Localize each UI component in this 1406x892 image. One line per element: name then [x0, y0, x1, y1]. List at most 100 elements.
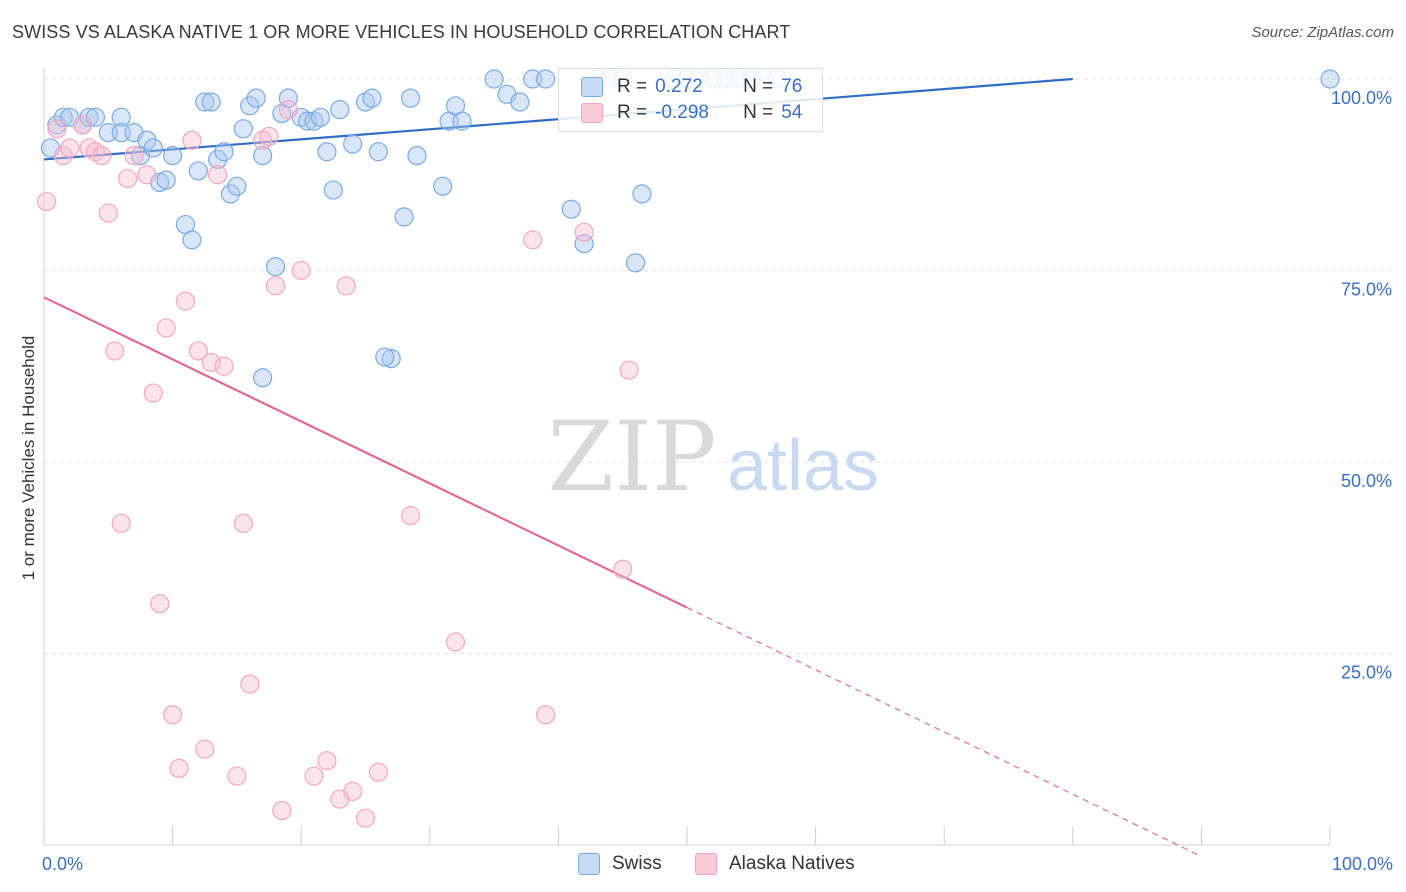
point-swiss — [233, 119, 253, 139]
point-alaska — [195, 739, 215, 759]
point-swiss — [156, 170, 176, 190]
point-swiss — [265, 257, 286, 277]
point-swiss — [330, 100, 350, 120]
point-swiss — [561, 199, 581, 219]
point-swiss — [195, 92, 215, 112]
legend-n-value: 54 — [781, 102, 803, 123]
point-alaska — [523, 230, 543, 250]
point-swiss — [79, 107, 99, 127]
point-swiss — [343, 134, 363, 154]
point-alaska — [317, 751, 337, 771]
point-alaska — [143, 383, 163, 403]
tick-labels: 100.0% 75.0% 50.0% 25.0% 0.0% 100.0% — [42, 88, 1393, 874]
point-alaska — [137, 165, 157, 185]
point-swiss — [220, 184, 241, 204]
legend-r-label: R = — [617, 102, 648, 123]
point-swiss — [53, 107, 73, 127]
point-alaska — [92, 146, 112, 166]
point-alaska — [291, 260, 311, 281]
point-alaska — [336, 276, 356, 296]
legend-row-swiss: R = 0.272 N = 76 — [581, 74, 802, 100]
point-alaska — [47, 119, 67, 139]
point-swiss — [143, 138, 163, 158]
watermark-atlas: atlas — [727, 426, 879, 506]
trend-alaska — [43, 296, 688, 609]
axes — [43, 68, 1331, 846]
watermark: ZIP atlas — [547, 401, 879, 513]
point-alaska — [182, 130, 202, 150]
point-swiss — [625, 253, 646, 273]
series-swatch-swiss — [578, 853, 600, 875]
point-alaska — [208, 165, 228, 185]
point-swiss — [510, 92, 530, 112]
y-axis-title: 1 or more Vehicles in Household — [19, 335, 38, 581]
point-alaska — [278, 100, 298, 120]
point-alaska — [105, 341, 125, 361]
point-alaska — [368, 762, 388, 782]
source-label: Source: ZipAtlas.com — [1251, 24, 1394, 41]
point-swiss — [362, 88, 382, 108]
point-alaska — [400, 506, 421, 526]
point-alaska — [233, 513, 253, 533]
data-points — [36, 69, 1340, 828]
grid-lines — [44, 78, 1392, 654]
series-legend-alaska: Alaska Natives — [695, 852, 855, 876]
point-swiss — [407, 146, 427, 166]
point-alaska — [117, 168, 138, 189]
point-alaska — [188, 341, 208, 361]
point-swiss — [182, 230, 202, 250]
point-swiss — [368, 142, 388, 162]
series-legend-swiss: Swiss — [578, 852, 662, 876]
point-alaska — [265, 276, 286, 296]
y-tick-label: 100.0% — [1331, 88, 1392, 108]
point-alaska — [60, 138, 80, 158]
point-alaska — [619, 360, 639, 380]
point-alaska — [240, 674, 260, 694]
point-alaska — [227, 766, 247, 786]
legend-row-alaska: R = -0.298 N = 54 — [581, 100, 802, 126]
point-alaska — [98, 203, 118, 223]
series-label-swiss: Swiss — [612, 853, 662, 874]
x-tick-label-start: 0.0% — [42, 854, 83, 874]
point-swiss — [375, 347, 395, 367]
legend-n-label: N = — [743, 76, 774, 97]
point-alaska — [150, 594, 170, 614]
chart-title: SWISS VS ALASKA NATIVE 1 OR MORE VEHICLE… — [12, 22, 791, 42]
y-tick-label: 50.0% — [1341, 471, 1392, 491]
point-swiss — [253, 368, 273, 388]
legend-r-label: R = — [617, 76, 648, 97]
point-swiss — [246, 88, 266, 108]
legend-n-value: 76 — [781, 76, 803, 97]
point-swiss — [214, 142, 234, 162]
point-swiss — [208, 149, 228, 170]
point-swiss — [433, 176, 453, 196]
point-alaska — [445, 632, 466, 652]
point-alaska — [72, 115, 93, 135]
point-alaska — [214, 356, 234, 376]
point-swiss — [323, 180, 343, 200]
point-swiss — [253, 146, 273, 166]
correlation-legend: R = 0.272 N = 76 R = -0.298 N = 54 — [558, 68, 823, 132]
legend-r-value: 0.272 — [655, 76, 703, 97]
point-alaska — [163, 705, 183, 725]
series-label-alaska: Alaska Natives — [729, 853, 855, 874]
x-tick-label-end: 100.0% — [1332, 854, 1393, 874]
legend-swatch-swiss — [581, 77, 603, 97]
point-swiss — [310, 107, 331, 127]
point-swiss — [188, 161, 208, 181]
point-alaska — [535, 705, 556, 725]
point-alaska — [574, 222, 594, 242]
point-alaska — [169, 758, 189, 779]
point-alaska — [259, 126, 279, 147]
y-tick-label: 75.0% — [1341, 280, 1392, 300]
point-alaska — [124, 146, 144, 166]
legend-n-label: N = — [743, 102, 774, 123]
point-alaska — [272, 800, 292, 821]
point-alaska — [343, 781, 363, 801]
point-alaska — [201, 352, 221, 373]
point-swiss — [240, 96, 260, 116]
point-swiss — [111, 107, 131, 127]
y-tick-label: 25.0% — [1341, 663, 1392, 683]
point-swiss — [574, 234, 594, 254]
point-alaska — [36, 191, 57, 212]
